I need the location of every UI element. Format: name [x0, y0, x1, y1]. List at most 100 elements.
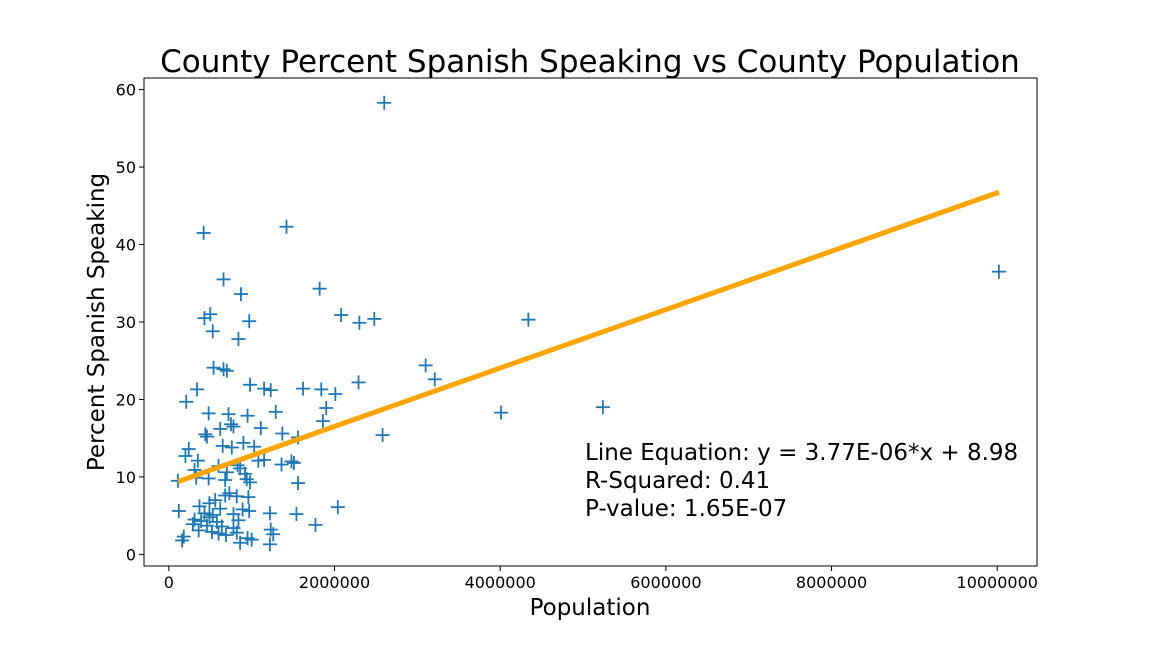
data-point	[243, 377, 258, 392]
y-tick-label: 20	[116, 390, 136, 409]
data-point	[196, 225, 211, 240]
data-point	[208, 493, 223, 508]
data-point	[314, 382, 329, 397]
data-point	[377, 95, 392, 110]
data-point	[253, 421, 268, 436]
x-tick-label: 4000000	[465, 573, 536, 592]
data-point	[236, 435, 251, 450]
y-tick-label: 40	[116, 236, 136, 255]
data-point	[375, 428, 390, 443]
data-point	[223, 417, 238, 432]
data-point	[221, 407, 236, 422]
data-point	[197, 311, 212, 326]
regression-line-layer	[177, 189, 1000, 484]
data-point	[185, 517, 200, 532]
data-point	[231, 332, 246, 347]
chart-title: County Percent Spanish Speaking vs Count…	[160, 44, 1020, 80]
y-tick-label: 50	[116, 158, 136, 177]
data-point	[262, 506, 277, 521]
x-tick-label: 10000000	[957, 573, 1038, 592]
data-point	[205, 324, 220, 339]
data-point	[262, 537, 277, 552]
y-tick-label: 0	[126, 545, 136, 564]
p-value-text: P-value: 1.65E-07	[585, 496, 787, 522]
data-point	[190, 453, 205, 468]
data-point	[263, 383, 278, 398]
data-point	[494, 405, 509, 420]
data-point	[289, 507, 304, 522]
data-point	[213, 421, 228, 436]
r-squared-text: R-Squared: 0.41	[585, 468, 770, 494]
x-tick-label: 6000000	[630, 573, 701, 592]
data-point	[296, 381, 311, 396]
data-point	[219, 528, 234, 543]
data-point	[427, 372, 442, 387]
data-point	[367, 311, 382, 326]
data-point	[308, 517, 323, 532]
y-tick-label: 30	[116, 313, 136, 332]
data-point	[328, 387, 343, 402]
data-point	[211, 526, 226, 541]
y-axis-label: Percent Spanish Speaking	[84, 173, 110, 471]
data-point	[312, 281, 327, 296]
data-point	[215, 438, 230, 453]
data-point	[257, 452, 272, 467]
data-point	[231, 513, 246, 528]
data-point	[279, 219, 294, 234]
data-point	[233, 287, 248, 302]
data-point	[247, 439, 262, 454]
data-point	[191, 523, 206, 538]
plot-area: 0 2000000 4000000 6000000 8000000 10000000 0 1…	[116, 77, 1038, 592]
data-point	[201, 406, 216, 421]
line-equation-text: Line Equation: y = 3.77E-06*x + 8.98	[585, 440, 1018, 466]
data-point	[240, 408, 255, 423]
regression-line	[177, 189, 1000, 484]
data-point	[241, 490, 256, 505]
data-point	[352, 315, 367, 330]
data-point	[190, 382, 205, 397]
data-point	[275, 426, 290, 441]
data-point	[171, 504, 186, 519]
x-tick-label: 0	[164, 573, 174, 592]
regression-annotation: Line Equation: y = 3.77E-06*x + 8.98 R-S…	[585, 440, 1018, 522]
data-point	[274, 457, 289, 472]
y-tick-label: 10	[116, 468, 136, 487]
data-point	[222, 486, 237, 501]
data-point	[242, 314, 257, 329]
data-point	[330, 500, 345, 515]
data-point	[179, 394, 194, 409]
data-point	[214, 519, 229, 534]
data-point	[266, 527, 281, 542]
data-point	[242, 504, 257, 519]
x-axis-label: Population	[530, 595, 651, 621]
data-point	[216, 272, 231, 287]
data-point	[233, 535, 248, 550]
data-point	[198, 427, 213, 442]
data-point	[178, 449, 193, 464]
data-point	[286, 455, 301, 470]
y-axis: 0 10 20 30 40 50 60	[116, 81, 144, 564]
data-point	[284, 454, 299, 469]
data-point	[334, 308, 349, 323]
data-point	[257, 381, 272, 396]
data-point	[991, 264, 1006, 279]
data-point	[224, 440, 239, 455]
data-point	[204, 524, 219, 539]
data-point	[229, 525, 244, 540]
data-point	[218, 473, 233, 488]
data-point	[315, 414, 330, 429]
data-point	[268, 404, 283, 419]
data-point	[595, 400, 610, 415]
x-tick-label: 8000000	[796, 573, 867, 592]
data-point	[243, 475, 258, 490]
data-point	[244, 532, 259, 547]
data-point	[235, 502, 250, 517]
data-point	[202, 510, 217, 525]
data-point	[202, 496, 217, 511]
y-tick-label: 60	[116, 81, 136, 100]
data-point	[219, 363, 234, 378]
data-point	[239, 472, 254, 487]
data-point	[175, 533, 190, 548]
